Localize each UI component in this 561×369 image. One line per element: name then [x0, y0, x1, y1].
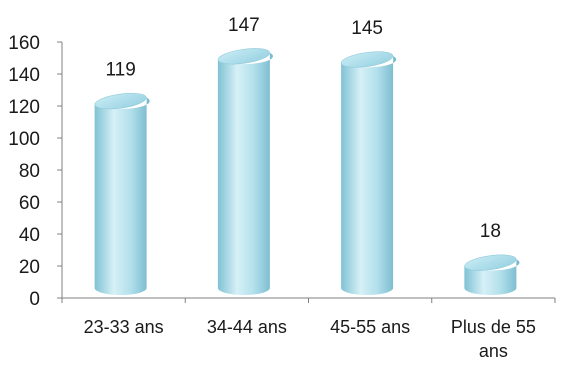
bar-body [341, 56, 397, 296]
y-tick-label: 100 [8, 129, 40, 150]
bar-top [341, 51, 394, 68]
data-label: 147 [228, 15, 260, 36]
bar-1 [217, 48, 273, 296]
bar-body [94, 97, 150, 296]
y-tick-label: 20 [19, 257, 40, 278]
y-tick-label: 40 [19, 225, 40, 246]
y-axis: 0 20 40 60 80 100 120 140 160 [8, 33, 63, 310]
bar-body [464, 259, 520, 296]
y-tick-label: 160 [8, 33, 40, 54]
y-tick-label: 120 [8, 97, 40, 118]
y-tick-label: 0 [29, 289, 40, 310]
bar-2 [341, 51, 397, 296]
category-label: 34-44 ans [207, 317, 287, 337]
data-label: 18 [480, 221, 501, 242]
category-label: 45-55 ans [330, 317, 410, 337]
bar-3 [464, 254, 520, 296]
bar-top [94, 92, 147, 110]
x-axis [61, 297, 556, 303]
bar-top [464, 254, 517, 271]
y-tick-label: 60 [19, 193, 40, 214]
bar-top [217, 48, 270, 65]
data-label: 119 [105, 60, 135, 81]
category-label: Plus de 55 [451, 317, 536, 337]
category-label: 23-33 ans [84, 317, 164, 337]
bar-0 [94, 92, 150, 296]
bar-body [217, 52, 273, 296]
category-label: ans [479, 341, 508, 361]
labels-group: 119 23-33 ans 147 34-44 ans 145 45-55 ans 18 Pl… [84, 15, 536, 361]
bars-group [94, 48, 520, 296]
data-label: 145 [351, 18, 383, 39]
y-tick-label: 140 [8, 65, 40, 86]
y-tick-label: 80 [19, 161, 40, 182]
